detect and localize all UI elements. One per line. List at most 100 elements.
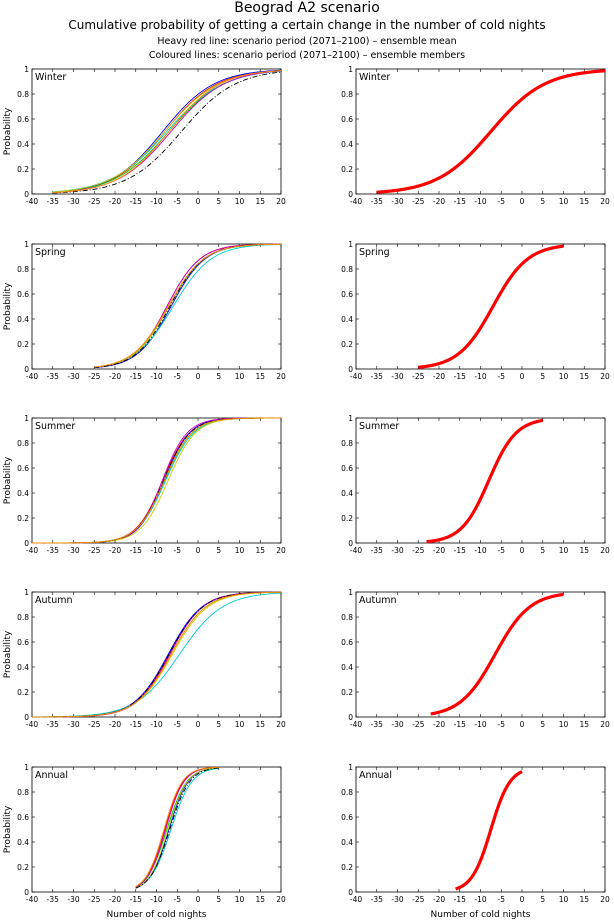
season-label: Spring [35,247,66,258]
x-tick-label: 10 [235,197,245,206]
ensemble-member-line [135,766,219,888]
x-tick-label: 10 [235,720,245,729]
x-tick-label: 5 [216,372,221,381]
season-label: Summer [35,421,75,432]
x-tick-label: -20 [109,197,121,206]
season-label: Annual [359,770,392,781]
plot-frame [355,243,606,370]
x-tick-label: -40 [26,546,38,555]
y-axis-label: Probability [3,805,13,853]
y-tick-label: 1 [348,240,353,249]
y-tick-label: 0.2 [17,514,29,523]
y-tick-label: 0.2 [341,165,353,174]
y-tick-label: 0.6 [341,638,353,647]
ensemble-member-line [31,591,282,718]
y-tick-label: 1 [348,65,353,74]
plot-frame [31,243,282,370]
plot-frame [31,766,282,893]
season-label: Autumn [35,595,73,606]
x-tick-label: -40 [350,546,362,555]
x-tick-label: 20 [276,720,286,729]
x-tick-label: 0 [520,197,525,206]
x-tick-label: 0 [196,720,201,729]
y-tick-label: 0.6 [341,464,353,473]
x-tick-label: -15 [130,372,142,381]
x-tick-label: 20 [600,372,610,381]
x-tick-label: 20 [276,546,286,555]
x-tick-label: -30 [391,197,403,206]
x-tick-label: -20 [109,372,121,381]
x-tick-label: 20 [276,197,286,206]
y-tick-label: 1 [24,414,29,423]
y-tick-label: 0.8 [341,788,353,797]
ensemble-member-line [32,417,281,544]
x-tick-label: 5 [540,372,545,381]
ensemble-member-line [94,243,282,368]
chart-subtitle: Cumulative probability of getting a cert… [68,18,546,32]
y-tick-label: 0.6 [17,638,29,647]
x-tick-label: -25 [412,546,424,555]
x-tick-label: 15 [255,895,265,904]
x-tick-label: -40 [26,895,38,904]
chart-title: Beograd A2 scenario [234,0,380,16]
y-tick-label: 0.2 [17,165,29,174]
x-tick-label: 5 [540,720,545,729]
x-tick-label: -10 [474,895,486,904]
x-tick-label: -35 [371,372,383,381]
x-tick-label: 10 [559,720,569,729]
x-tick-label: -30 [67,720,79,729]
x-tick-label: 0 [196,546,201,555]
season-label: Autumn [359,595,397,606]
x-axis-label: Number of cold nights [107,910,207,920]
ensemble-member-line [32,417,281,544]
x-tick-label: -30 [67,197,79,206]
x-tick-label: -40 [26,372,38,381]
x-tick-label: 10 [235,372,245,381]
x-tick-label: -20 [433,197,445,206]
y-tick-label: 0.8 [341,90,353,99]
x-tick-label: -30 [391,372,403,381]
x-tick-label: 5 [216,720,221,729]
y-tick-label: 0.8 [341,613,353,622]
x-tick-label: -10 [474,372,486,381]
y-axis-label: Probability [3,282,13,330]
x-tick-label: -35 [371,197,383,206]
x-tick-label: 5 [216,895,221,904]
y-tick-label: 0.6 [17,290,29,299]
x-tick-label: -15 [130,546,142,555]
x-tick-label: -30 [67,546,79,555]
x-tick-label: -15 [130,895,142,904]
x-tick-label: 15 [255,720,265,729]
ensemble-member-line [94,243,282,369]
ensemble-member-line [135,766,219,888]
x-tick-label: -10 [474,197,486,206]
y-tick-label: 0 [348,713,353,722]
y-tick-label: 0.2 [17,340,29,349]
season-label: Spring [359,247,390,258]
x-tick-label: -15 [454,197,466,206]
x-tick-label: 0 [196,372,201,381]
y-tick-label: 0.4 [341,140,353,149]
ensemble-member-line [94,243,282,368]
x-tick-label: 10 [235,546,245,555]
x-tick-label: -10 [150,197,162,206]
y-tick-label: 0.8 [17,265,29,274]
y-tick-label: 0.6 [341,290,353,299]
x-tick-label: -15 [454,720,466,729]
x-tick-label: -40 [350,197,362,206]
x-tick-label: -10 [150,720,162,729]
y-axis-label: Probability [3,456,13,504]
x-tick-label: 15 [579,720,589,729]
y-tick-label: 0.8 [17,613,29,622]
y-tick-label: 0.8 [17,90,29,99]
x-tick-label: -5 [174,546,182,555]
x-tick-label: 10 [559,546,569,555]
y-tick-label: 1 [24,65,29,74]
x-tick-label: 0 [196,197,201,206]
ensemble-member-line [32,591,282,718]
x-tick-label: 10 [559,372,569,381]
right-panel-summer: -40 -35 -30 -25 -20 -15 -10 -5 0 5 10 15 20 0 0.2 0.4 0.… [341,414,610,555]
x-tick-label: 5 [540,197,545,206]
ensemble-member-line [32,591,282,718]
y-tick-label: 0.4 [17,663,29,672]
